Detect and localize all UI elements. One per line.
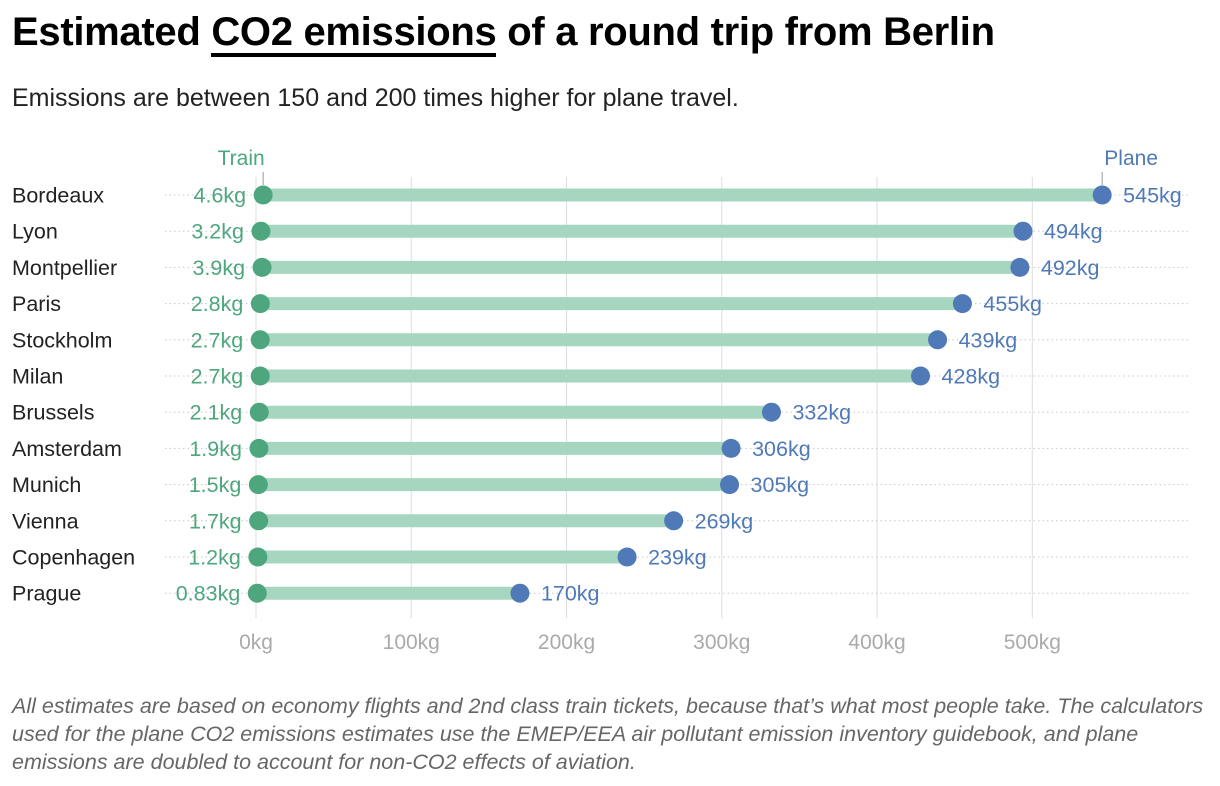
- plane-value-label: 439kg: [959, 328, 1018, 352]
- train-dot: [247, 583, 267, 603]
- train-value-label: 2.8kg: [191, 292, 244, 316]
- plane-value-label: 494kg: [1044, 220, 1103, 244]
- plane-series-label: Plane: [1104, 147, 1158, 170]
- plane-value-label: 170kg: [541, 582, 600, 606]
- x-tick-label: 500kg: [1004, 631, 1061, 654]
- title-tail: of a round trip from Berlin: [507, 10, 995, 54]
- plane-value-label: 428kg: [942, 365, 1001, 389]
- train-dot: [251, 221, 271, 241]
- plane-dot: [952, 294, 972, 314]
- plane-value-label: 305kg: [751, 473, 810, 497]
- x-tick-label: 100kg: [383, 631, 440, 654]
- train-value-label: 1.2kg: [188, 546, 241, 570]
- chart-subtitle: Emissions are between 150 and 200 times …: [12, 84, 739, 112]
- train-value-label: 1.9kg: [189, 437, 242, 461]
- plane-dot: [1013, 221, 1033, 241]
- city-label: Stockholm: [12, 328, 112, 352]
- footnote: All estimates are based on economy fligh…: [12, 694, 1204, 774]
- city-label: Amsterdam: [12, 437, 122, 461]
- x-tick-label: 300kg: [693, 631, 750, 654]
- title-lead: Estimated: [12, 10, 201, 54]
- plane-dot: [1010, 257, 1030, 277]
- city-label: Munich: [12, 473, 81, 497]
- title-highlight: CO2 emissions: [211, 11, 497, 57]
- plane-dot: [617, 547, 637, 567]
- plane-value-label: 492kg: [1041, 256, 1100, 280]
- train-dot: [250, 294, 270, 314]
- plane-value-label: 545kg: [1123, 184, 1182, 208]
- x-tick-label: 400kg: [848, 631, 905, 654]
- train-value-label: 3.2kg: [191, 220, 244, 244]
- plane-dot: [911, 366, 931, 386]
- plane-dot: [928, 330, 948, 350]
- city-label: Lyon: [12, 220, 58, 244]
- plane-dot: [761, 402, 781, 422]
- train-value-label: 0.83kg: [176, 582, 241, 606]
- train-dot: [249, 402, 269, 422]
- train-value-label: 4.6kg: [194, 184, 247, 208]
- city-label: Brussels: [12, 401, 94, 425]
- plane-value-label: 269kg: [695, 509, 754, 533]
- train-value-label: 2.1kg: [190, 401, 243, 425]
- plane-dot: [664, 511, 684, 531]
- train-value-label: 1.5kg: [189, 473, 242, 497]
- x-tick-label: 200kg: [538, 631, 595, 654]
- plane-dot: [721, 438, 741, 458]
- plane-dot: [720, 475, 740, 495]
- train-dot: [249, 511, 269, 531]
- plane-value-label: 455kg: [983, 292, 1042, 316]
- city-label: Montpellier: [12, 256, 117, 280]
- train-dot: [250, 366, 270, 386]
- city-label: Milan: [12, 365, 63, 389]
- city-label: Bordeaux: [12, 184, 104, 208]
- train-value-label: 3.9kg: [192, 256, 245, 280]
- train-series-label: Train: [218, 147, 265, 170]
- train-dot: [249, 438, 269, 458]
- train-dot: [253, 185, 273, 205]
- plane-value-label: 306kg: [752, 437, 811, 461]
- dumbbell-chart: Train Plane Bordeaux 4.6kg 545kg Lyon 3.2kg 494…: [12, 147, 1190, 654]
- train-dot: [250, 330, 270, 350]
- train-dot: [252, 257, 272, 277]
- city-label: Vienna: [12, 509, 79, 533]
- train-value-label: 1.7kg: [189, 509, 242, 533]
- plane-dot: [1092, 185, 1112, 205]
- train-dot: [248, 475, 268, 495]
- plane-value-label: 332kg: [792, 401, 851, 425]
- train-value-label: 2.7kg: [191, 365, 244, 389]
- chart-title: Estimated CO2 emissions of a round trip …: [12, 10, 995, 57]
- train-value-label: 2.7kg: [191, 328, 244, 352]
- city-label: Prague: [12, 582, 81, 606]
- plane-value-label: 239kg: [648, 546, 707, 570]
- plane-dot: [510, 583, 530, 603]
- train-dot: [248, 547, 268, 567]
- x-tick-label: 0kg: [239, 631, 273, 654]
- city-label: Paris: [12, 292, 61, 316]
- city-label: Copenhagen: [12, 546, 135, 570]
